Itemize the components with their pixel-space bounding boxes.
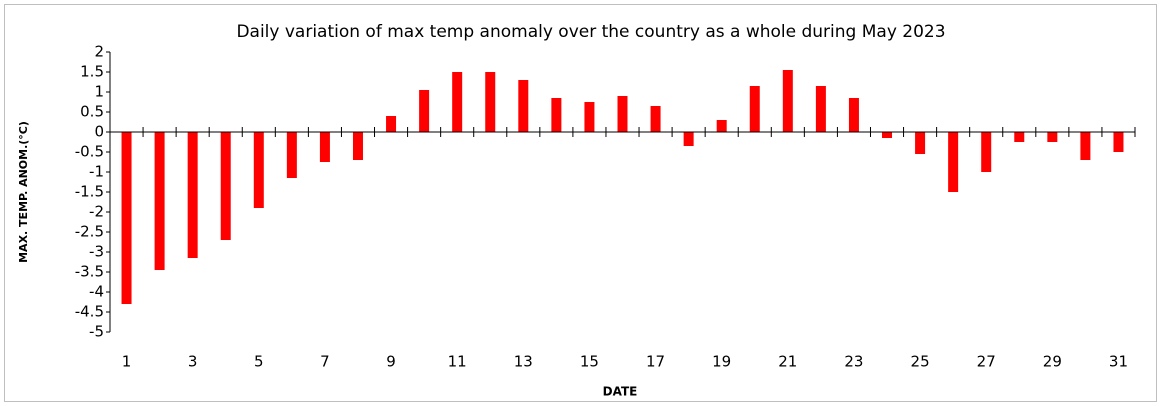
chart-frame: [4, 4, 1157, 402]
bar: [749, 86, 760, 132]
y-tick-label: -4.5: [75, 303, 104, 321]
y-tick-label: -2.5: [75, 223, 104, 241]
bar: [584, 102, 595, 132]
bar: [551, 98, 562, 132]
bar: [419, 90, 430, 132]
x-tick-label: 1: [122, 353, 132, 371]
bar: [220, 132, 231, 240]
bar: [650, 106, 661, 132]
bar: [121, 132, 132, 304]
y-axis-label: MAX. TEMP. ANOM.(°C): [17, 121, 30, 263]
bar: [948, 132, 959, 192]
y-tick-label: 1: [94, 83, 104, 101]
x-tick-label: 15: [580, 353, 599, 371]
bar: [815, 86, 826, 132]
bar: [617, 96, 628, 132]
y-tick-label: 0.5: [80, 103, 104, 121]
x-tick-label: 21: [778, 353, 797, 371]
y-tick-label: -3: [89, 243, 104, 261]
y-tick-label: -1: [89, 163, 104, 181]
bar: [882, 132, 893, 138]
x-tick-label: 31: [1109, 353, 1128, 371]
x-tick-label: 25: [911, 353, 930, 371]
bar: [154, 132, 165, 270]
y-tick-label: -2: [89, 203, 104, 221]
y-tick-label: -3.5: [75, 263, 104, 281]
x-tick-label: 17: [646, 353, 665, 371]
y-tick-label: -5: [89, 323, 104, 341]
y-tick-label: 1.5: [80, 63, 104, 81]
x-tick-label: 5: [254, 353, 264, 371]
x-tick-label: 9: [386, 353, 396, 371]
bar: [485, 72, 496, 132]
bar: [518, 80, 529, 132]
y-tick-label: 0: [94, 123, 104, 141]
x-tick-label: 29: [1043, 353, 1062, 371]
bar: [1113, 132, 1124, 152]
x-tick-label: 3: [188, 353, 198, 371]
x-axis-label: DATE: [603, 385, 638, 399]
bar: [1080, 132, 1091, 160]
x-tick-label: 11: [448, 353, 467, 371]
x-tick-label: 27: [977, 353, 996, 371]
bar: [452, 72, 463, 132]
y-tick-label: -1.5: [75, 183, 104, 201]
bar: [1047, 132, 1058, 142]
y-tick-label: -4: [89, 283, 104, 301]
bar: [782, 70, 793, 132]
bar: [286, 132, 297, 178]
bar: [352, 132, 363, 160]
bar: [187, 132, 198, 258]
bar: [716, 120, 727, 132]
bar: [683, 132, 694, 146]
chart-title: Daily variation of max temp anomaly over…: [236, 22, 945, 42]
x-tick-label: 7: [320, 353, 330, 371]
bar: [848, 98, 859, 132]
x-tick-label: 23: [844, 353, 863, 371]
bar: [386, 116, 397, 132]
bar: [1014, 132, 1025, 142]
bar: [981, 132, 992, 172]
bar: [319, 132, 330, 162]
y-tick-label: -0.5: [75, 143, 104, 161]
x-tick-label: 19: [712, 353, 731, 371]
x-tick-label: 13: [514, 353, 533, 371]
bar: [915, 132, 926, 154]
bar: [253, 132, 264, 208]
y-tick-label: 2: [94, 43, 104, 61]
